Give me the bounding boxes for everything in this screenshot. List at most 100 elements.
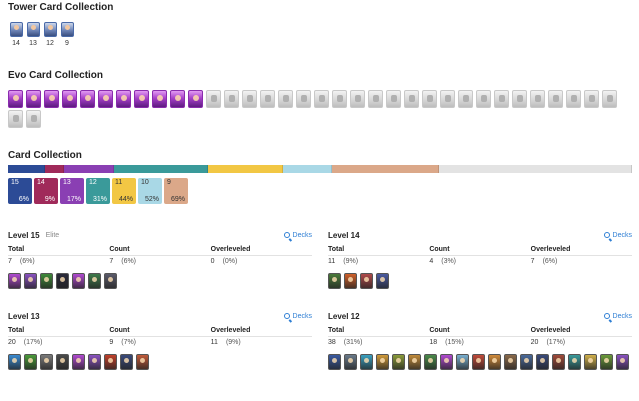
- evo-card-unlocked[interactable]: [44, 90, 59, 108]
- card-thumbnail[interactable]: [328, 354, 341, 370]
- card-thumbnail[interactable]: [440, 354, 453, 370]
- column-value: 11: [210, 339, 218, 346]
- tower-card[interactable]: 9: [60, 22, 74, 47]
- evo-card-locked[interactable]: [278, 90, 293, 108]
- evo-card-unlocked[interactable]: [170, 90, 185, 108]
- card-thumbnail[interactable]: [584, 354, 597, 370]
- evo-card-unlocked[interactable]: [188, 90, 203, 108]
- card-thumbnail[interactable]: [488, 354, 501, 370]
- decks-label: Decks: [612, 312, 632, 320]
- evo-card-locked[interactable]: [296, 90, 311, 108]
- evo-card-unlocked[interactable]: [80, 90, 95, 108]
- evo-card-locked[interactable]: [368, 90, 383, 108]
- card-thumbnail[interactable]: [120, 354, 133, 370]
- card-thumbnail[interactable]: [456, 354, 469, 370]
- card-thumbnail[interactable]: [40, 273, 53, 289]
- evo-card-unlocked[interactable]: [8, 90, 23, 108]
- card-thumbnail[interactable]: [360, 273, 373, 289]
- evo-card-grid: [8, 90, 632, 128]
- column-percent: (9%): [225, 339, 241, 346]
- level-summary-level: 12: [89, 179, 97, 186]
- evo-card-locked[interactable]: [350, 90, 365, 108]
- count-column: Count 7 (6%): [109, 246, 211, 265]
- decks-link[interactable]: Decks: [283, 313, 312, 320]
- evo-card-locked[interactable]: [566, 90, 581, 108]
- tower-card[interactable]: 12: [43, 22, 57, 47]
- tower-card[interactable]: 14: [9, 22, 23, 47]
- card-thumbnail[interactable]: [360, 354, 373, 370]
- column-value-row: 20 (17%): [531, 337, 632, 346]
- evo-card-locked[interactable]: [26, 110, 41, 128]
- evo-card-locked[interactable]: [440, 90, 455, 108]
- card-thumbnail[interactable]: [104, 354, 117, 370]
- evo-card-locked[interactable]: [224, 90, 239, 108]
- evo-card-locked[interactable]: [512, 90, 527, 108]
- card-thumbnail[interactable]: [568, 354, 581, 370]
- card-thumbnail[interactable]: [40, 354, 53, 370]
- decks-label: Decks: [292, 231, 312, 239]
- evo-card-locked[interactable]: [8, 110, 23, 128]
- card-thumbnail[interactable]: [88, 354, 101, 370]
- evo-card-locked[interactable]: [242, 90, 257, 108]
- column-header: Overleveled: [530, 246, 632, 256]
- evo-card-locked[interactable]: [458, 90, 473, 108]
- card-thumbnail[interactable]: [136, 354, 149, 370]
- card-thumbnail[interactable]: [616, 354, 629, 370]
- evo-card-locked[interactable]: [314, 90, 329, 108]
- card-thumbnail[interactable]: [56, 273, 69, 289]
- column-header: Count: [429, 246, 531, 256]
- evo-card-locked[interactable]: [494, 90, 509, 108]
- card-thumbnail[interactable]: [8, 273, 21, 289]
- evo-card-locked[interactable]: [602, 90, 617, 108]
- evo-card-locked[interactable]: [206, 90, 221, 108]
- evo-card-locked[interactable]: [422, 90, 437, 108]
- evo-card-locked[interactable]: [548, 90, 563, 108]
- evo-card-locked[interactable]: [530, 90, 545, 108]
- collection-bar-segment: [8, 165, 46, 173]
- evo-card-unlocked[interactable]: [26, 90, 41, 108]
- card-thumbnail[interactable]: [424, 354, 437, 370]
- card-thumbnail[interactable]: [376, 354, 389, 370]
- card-thumbnail[interactable]: [72, 354, 85, 370]
- decks-link[interactable]: Decks: [603, 232, 632, 239]
- card-thumbnail[interactable]: [8, 354, 21, 370]
- evo-card-locked[interactable]: [386, 90, 401, 108]
- column-header: Total: [8, 327, 110, 337]
- evo-card-unlocked[interactable]: [116, 90, 131, 108]
- evo-card-locked[interactable]: [404, 90, 419, 108]
- evo-card-unlocked[interactable]: [62, 90, 77, 108]
- evo-card-unlocked[interactable]: [134, 90, 149, 108]
- card-thumbnail[interactable]: [376, 273, 389, 289]
- decks-link[interactable]: Decks: [603, 312, 632, 320]
- card-thumbnail[interactable]: [504, 354, 517, 370]
- card-thumbnail[interactable]: [104, 273, 117, 289]
- card-thumbnail[interactable]: [520, 354, 533, 370]
- section-level-14: Level 14 Decks Total 11 (9%) Count 4 (3%) Overle…: [328, 228, 632, 289]
- card-thumbnail[interactable]: [408, 354, 421, 370]
- card-thumbnail[interactable]: [472, 354, 485, 370]
- card-thumbnail[interactable]: [72, 273, 85, 289]
- card-thumbnail[interactable]: [56, 354, 69, 370]
- card-thumbnail[interactable]: [392, 354, 405, 370]
- evo-card-unlocked[interactable]: [98, 90, 113, 108]
- level-summary-box: 12 31%: [86, 178, 110, 204]
- evo-card-locked[interactable]: [332, 90, 347, 108]
- decks-link[interactable]: Decks: [283, 231, 312, 239]
- card-thumbnail[interactable]: [552, 354, 565, 370]
- card-thumbnail[interactable]: [600, 354, 613, 370]
- column-value: 38: [328, 339, 336, 346]
- card-thumbnail[interactable]: [88, 273, 101, 289]
- evo-card-locked[interactable]: [584, 90, 599, 108]
- tower-card[interactable]: 13: [26, 22, 40, 47]
- card-thumbnail[interactable]: [24, 354, 37, 370]
- evo-card-unlocked[interactable]: [152, 90, 167, 108]
- card-thumbnail[interactable]: [328, 273, 341, 289]
- evo-card-locked[interactable]: [476, 90, 491, 108]
- column-value: 4: [429, 258, 434, 265]
- card-thumbnail[interactable]: [344, 354, 357, 370]
- card-thumbnail[interactable]: [24, 273, 37, 289]
- card-thumbnail[interactable]: [536, 354, 549, 370]
- evo-card-locked[interactable]: [260, 90, 275, 108]
- level-summary-level: 13: [63, 179, 71, 186]
- card-thumbnail[interactable]: [344, 273, 357, 289]
